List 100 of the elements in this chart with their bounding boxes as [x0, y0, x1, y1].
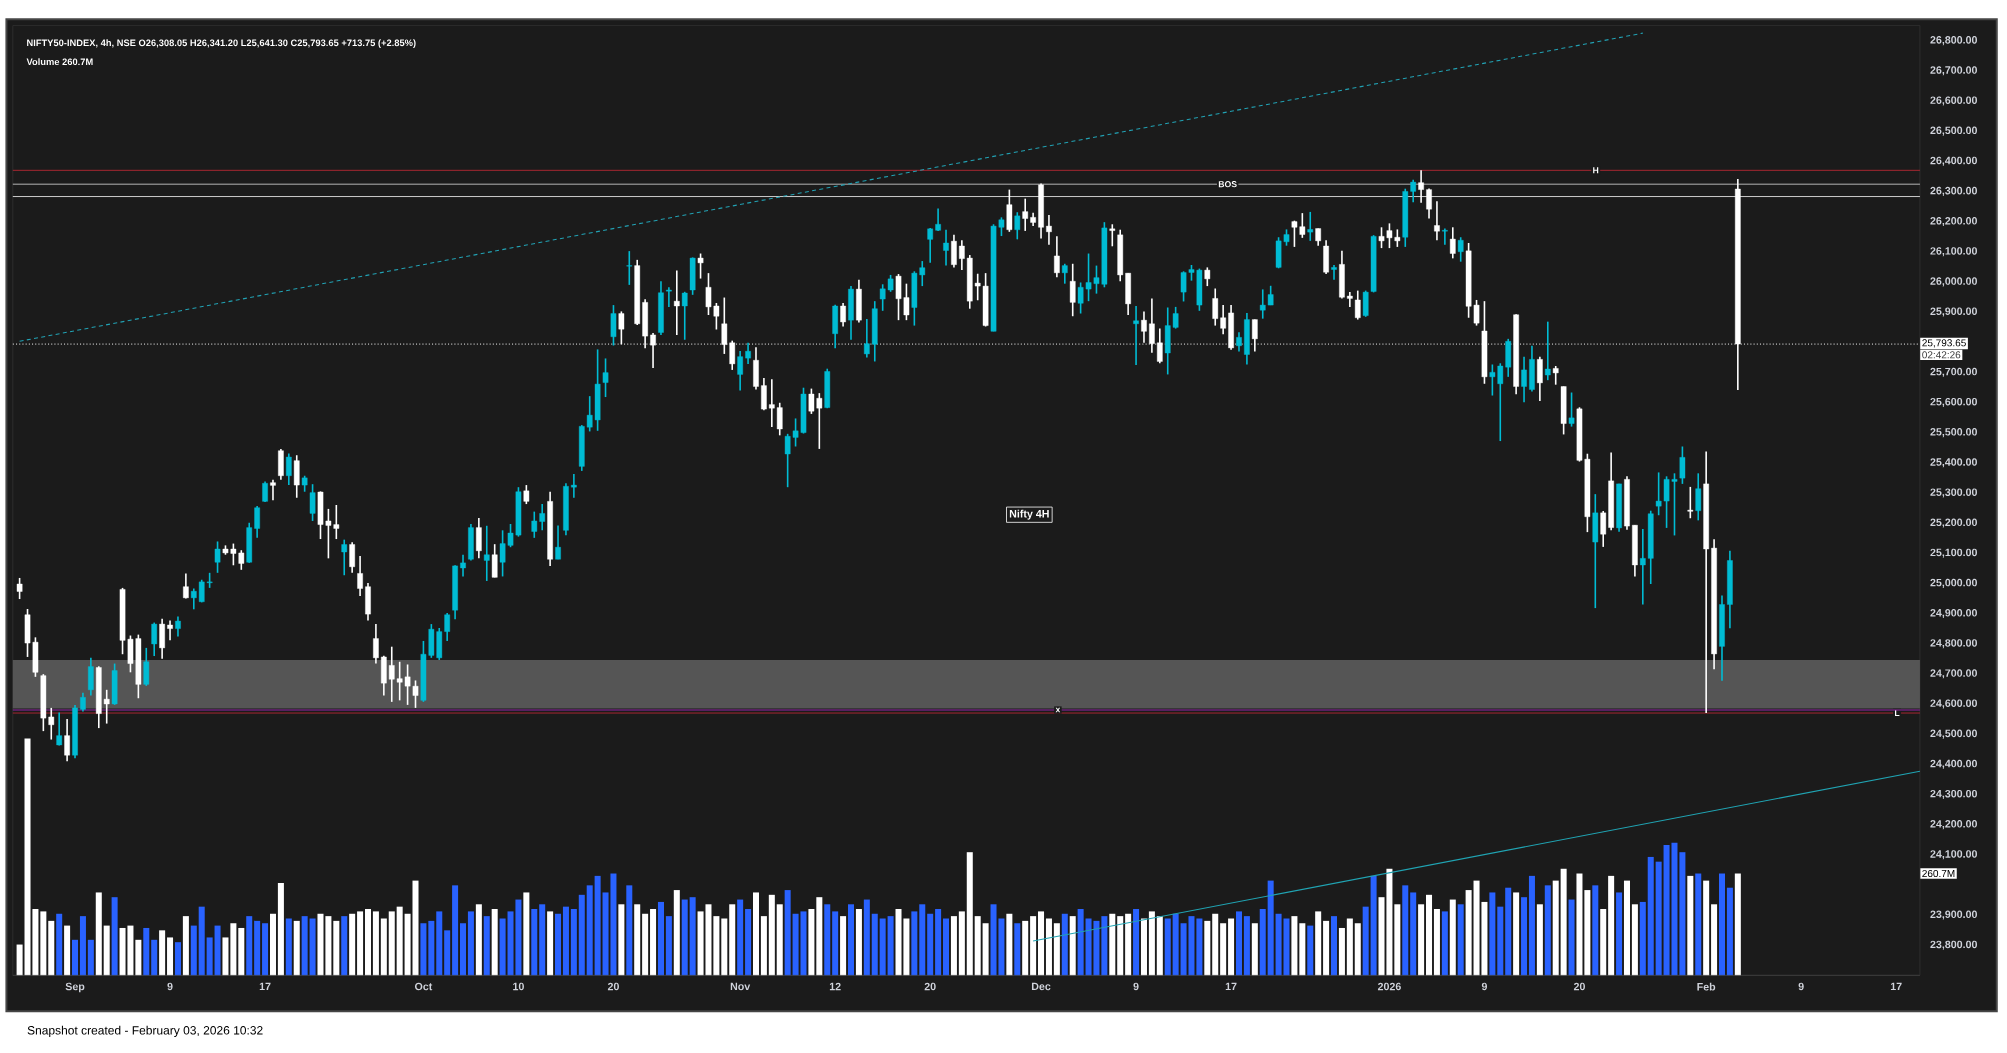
bar	[1623, 880, 1630, 976]
bar	[238, 927, 245, 976]
bar	[269, 913, 276, 976]
bar	[752, 892, 759, 976]
candlestick	[373, 623, 379, 665]
candlestick	[1109, 223, 1116, 247]
candlestick	[959, 239, 965, 271]
bar	[745, 908, 752, 976]
bar	[1259, 908, 1266, 976]
bar	[103, 925, 110, 976]
bar	[491, 908, 498, 976]
candlestick	[737, 349, 743, 392]
candlestick	[80, 691, 86, 713]
bar	[1568, 899, 1575, 976]
bar	[159, 930, 166, 976]
candlestick	[1568, 391, 1575, 428]
bar	[1156, 915, 1163, 976]
y-tick-label: 26,200.00	[1930, 216, 1978, 226]
bar	[729, 904, 736, 976]
y-tick-label: 25,100.00	[1930, 548, 1978, 558]
y-tick-label: 23,800.00	[1930, 940, 1978, 950]
bar	[1133, 908, 1140, 976]
bar	[1267, 880, 1274, 976]
bar	[277, 882, 284, 976]
bar	[784, 889, 791, 976]
bar	[1022, 920, 1029, 976]
x-tick-label: 9	[1798, 982, 1804, 991]
ref-line-label: H	[1593, 167, 1599, 174]
candlestick	[626, 250, 633, 286]
candlestick	[357, 554, 363, 597]
bar	[982, 923, 989, 976]
ref-line-label: L	[1895, 709, 1900, 716]
candlestick	[64, 718, 70, 762]
y-tick-label: 24,100.00	[1930, 849, 1978, 860]
candlestick	[610, 304, 617, 347]
bar	[1038, 911, 1045, 976]
bar	[935, 908, 942, 976]
candlestick	[1347, 291, 1353, 308]
bar	[1109, 913, 1116, 976]
candlestick	[1426, 187, 1432, 220]
bar	[1307, 925, 1314, 976]
bar	[1069, 915, 1076, 976]
bar	[262, 923, 269, 976]
candlestick	[1679, 445, 1686, 485]
bar	[1243, 915, 1250, 976]
bar	[1711, 904, 1718, 976]
bar	[547, 911, 554, 976]
x-tick-label: Dec	[1031, 982, 1051, 990]
bar	[824, 904, 831, 976]
bar	[927, 913, 934, 976]
bar	[1679, 851, 1686, 976]
bar	[1544, 885, 1551, 976]
candlestick	[262, 480, 268, 503]
y-tick-label: 24,600.00	[1930, 699, 1978, 709]
bar	[847, 904, 855, 976]
bar	[1014, 923, 1021, 976]
bar	[689, 896, 696, 976]
bar	[285, 918, 292, 976]
y-tick-label: 25,300.00	[1930, 488, 1978, 498]
bar	[1433, 908, 1440, 976]
bar	[1196, 918, 1203, 976]
bar	[855, 908, 862, 976]
bar	[555, 913, 562, 976]
x-tick-label: 17	[259, 982, 271, 990]
candlestick	[309, 483, 316, 522]
bar	[1489, 892, 1496, 976]
candlestick	[1537, 355, 1543, 402]
bar	[198, 906, 205, 976]
candlestick	[214, 540, 221, 574]
text: Snapshot created - February 03, 2026 10:32	[27, 1025, 263, 1037]
candlestick	[1307, 210, 1314, 242]
candlestick	[1434, 200, 1440, 241]
bar	[760, 915, 767, 976]
bar	[578, 894, 585, 976]
bar	[1077, 908, 1084, 976]
y-tick-label: 26,700.00	[1930, 66, 1978, 76]
bar	[1117, 915, 1124, 976]
ref-line-label: BOS	[1218, 180, 1237, 188]
bar	[190, 925, 197, 976]
candlestick	[571, 472, 577, 499]
bar	[1362, 906, 1369, 976]
bar	[1521, 896, 1528, 976]
bar	[214, 925, 221, 976]
y-tick-label: 24,900.00	[1930, 608, 1978, 618]
bar	[618, 904, 625, 976]
bar	[167, 937, 174, 976]
bar	[301, 915, 308, 976]
y-tick-label: 26,100.00	[1930, 246, 1978, 257]
candlestick	[1212, 287, 1219, 327]
x-tick-label: 17	[1890, 982, 1902, 990]
x-tick-label: 20	[1573, 982, 1585, 991]
candlestick	[1046, 213, 1052, 246]
bar	[887, 915, 894, 976]
bar	[840, 915, 847, 976]
candlestick	[681, 290, 688, 341]
bar	[1101, 915, 1108, 976]
bar	[317, 913, 324, 976]
candlestick	[183, 572, 189, 600]
candlestick	[523, 484, 530, 505]
x-tick-label: 10	[513, 982, 524, 991]
